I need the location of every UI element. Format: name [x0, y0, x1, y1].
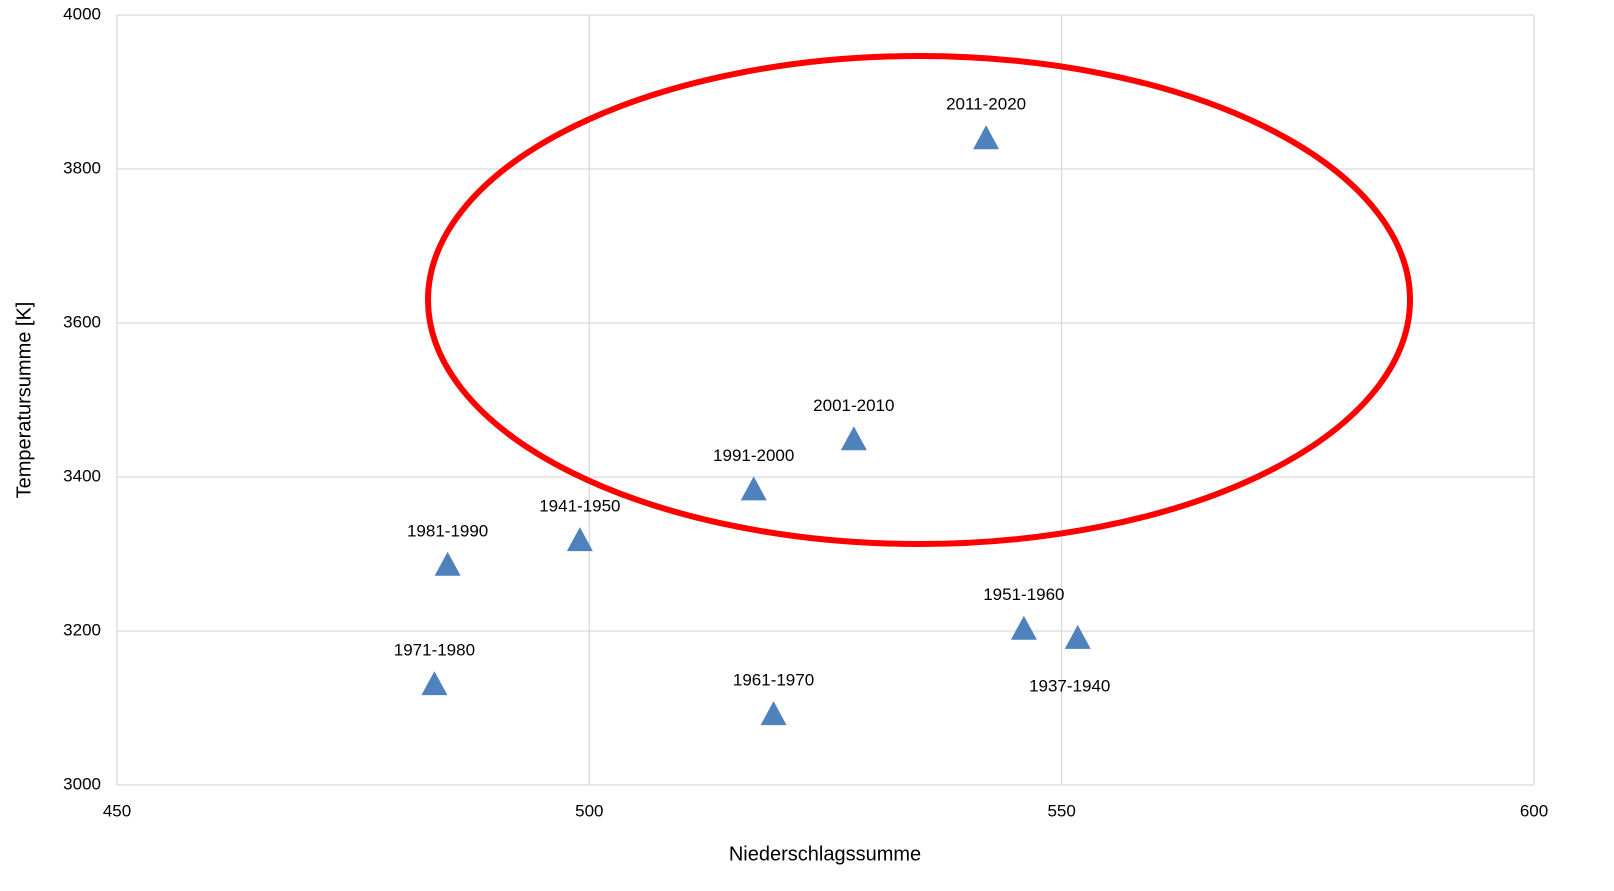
x-tick-label: 600 — [1520, 801, 1548, 820]
point-label: 1961-1970 — [733, 671, 814, 690]
x-tick-label: 450 — [103, 801, 131, 820]
y-axis-title: Temperatursumme [K] — [13, 302, 35, 499]
point-label: 2001-2010 — [813, 396, 894, 415]
y-tick-label: 3200 — [63, 620, 101, 639]
point-label: 1991-2000 — [713, 446, 794, 465]
highlight-ellipse — [425, 53, 1413, 547]
point-label: 1941-1950 — [539, 497, 620, 516]
point — [566, 527, 593, 552]
point — [1010, 615, 1037, 640]
point-label: 1937-1940 — [1029, 676, 1110, 695]
y-tick-label: 3000 — [63, 774, 101, 793]
plot-area: 3000 3200 3400 3600 3800 4000 450 500 550 600 2011… — [63, 4, 1548, 820]
y-tick-label: 4000 — [63, 4, 101, 23]
x-axis-title: Niederschlagssumme — [729, 843, 921, 865]
point — [1064, 624, 1091, 649]
point — [740, 476, 767, 501]
point — [840, 426, 867, 451]
point-label: 1971-1980 — [394, 641, 475, 660]
y-tick-label: 3600 — [63, 312, 101, 331]
point — [973, 125, 1000, 150]
y-tick-label: 3400 — [63, 466, 101, 485]
y-tick-label: 3800 — [63, 158, 101, 177]
x-tick-label: 500 — [575, 801, 603, 820]
point-label: 2011-2020 — [946, 95, 1026, 114]
x-tick-label: 550 — [1047, 801, 1075, 820]
point-label: 1951-1960 — [983, 585, 1064, 604]
point — [434, 551, 461, 576]
point — [760, 701, 787, 726]
point-label: 1981-1990 — [407, 521, 488, 540]
point — [421, 671, 448, 696]
